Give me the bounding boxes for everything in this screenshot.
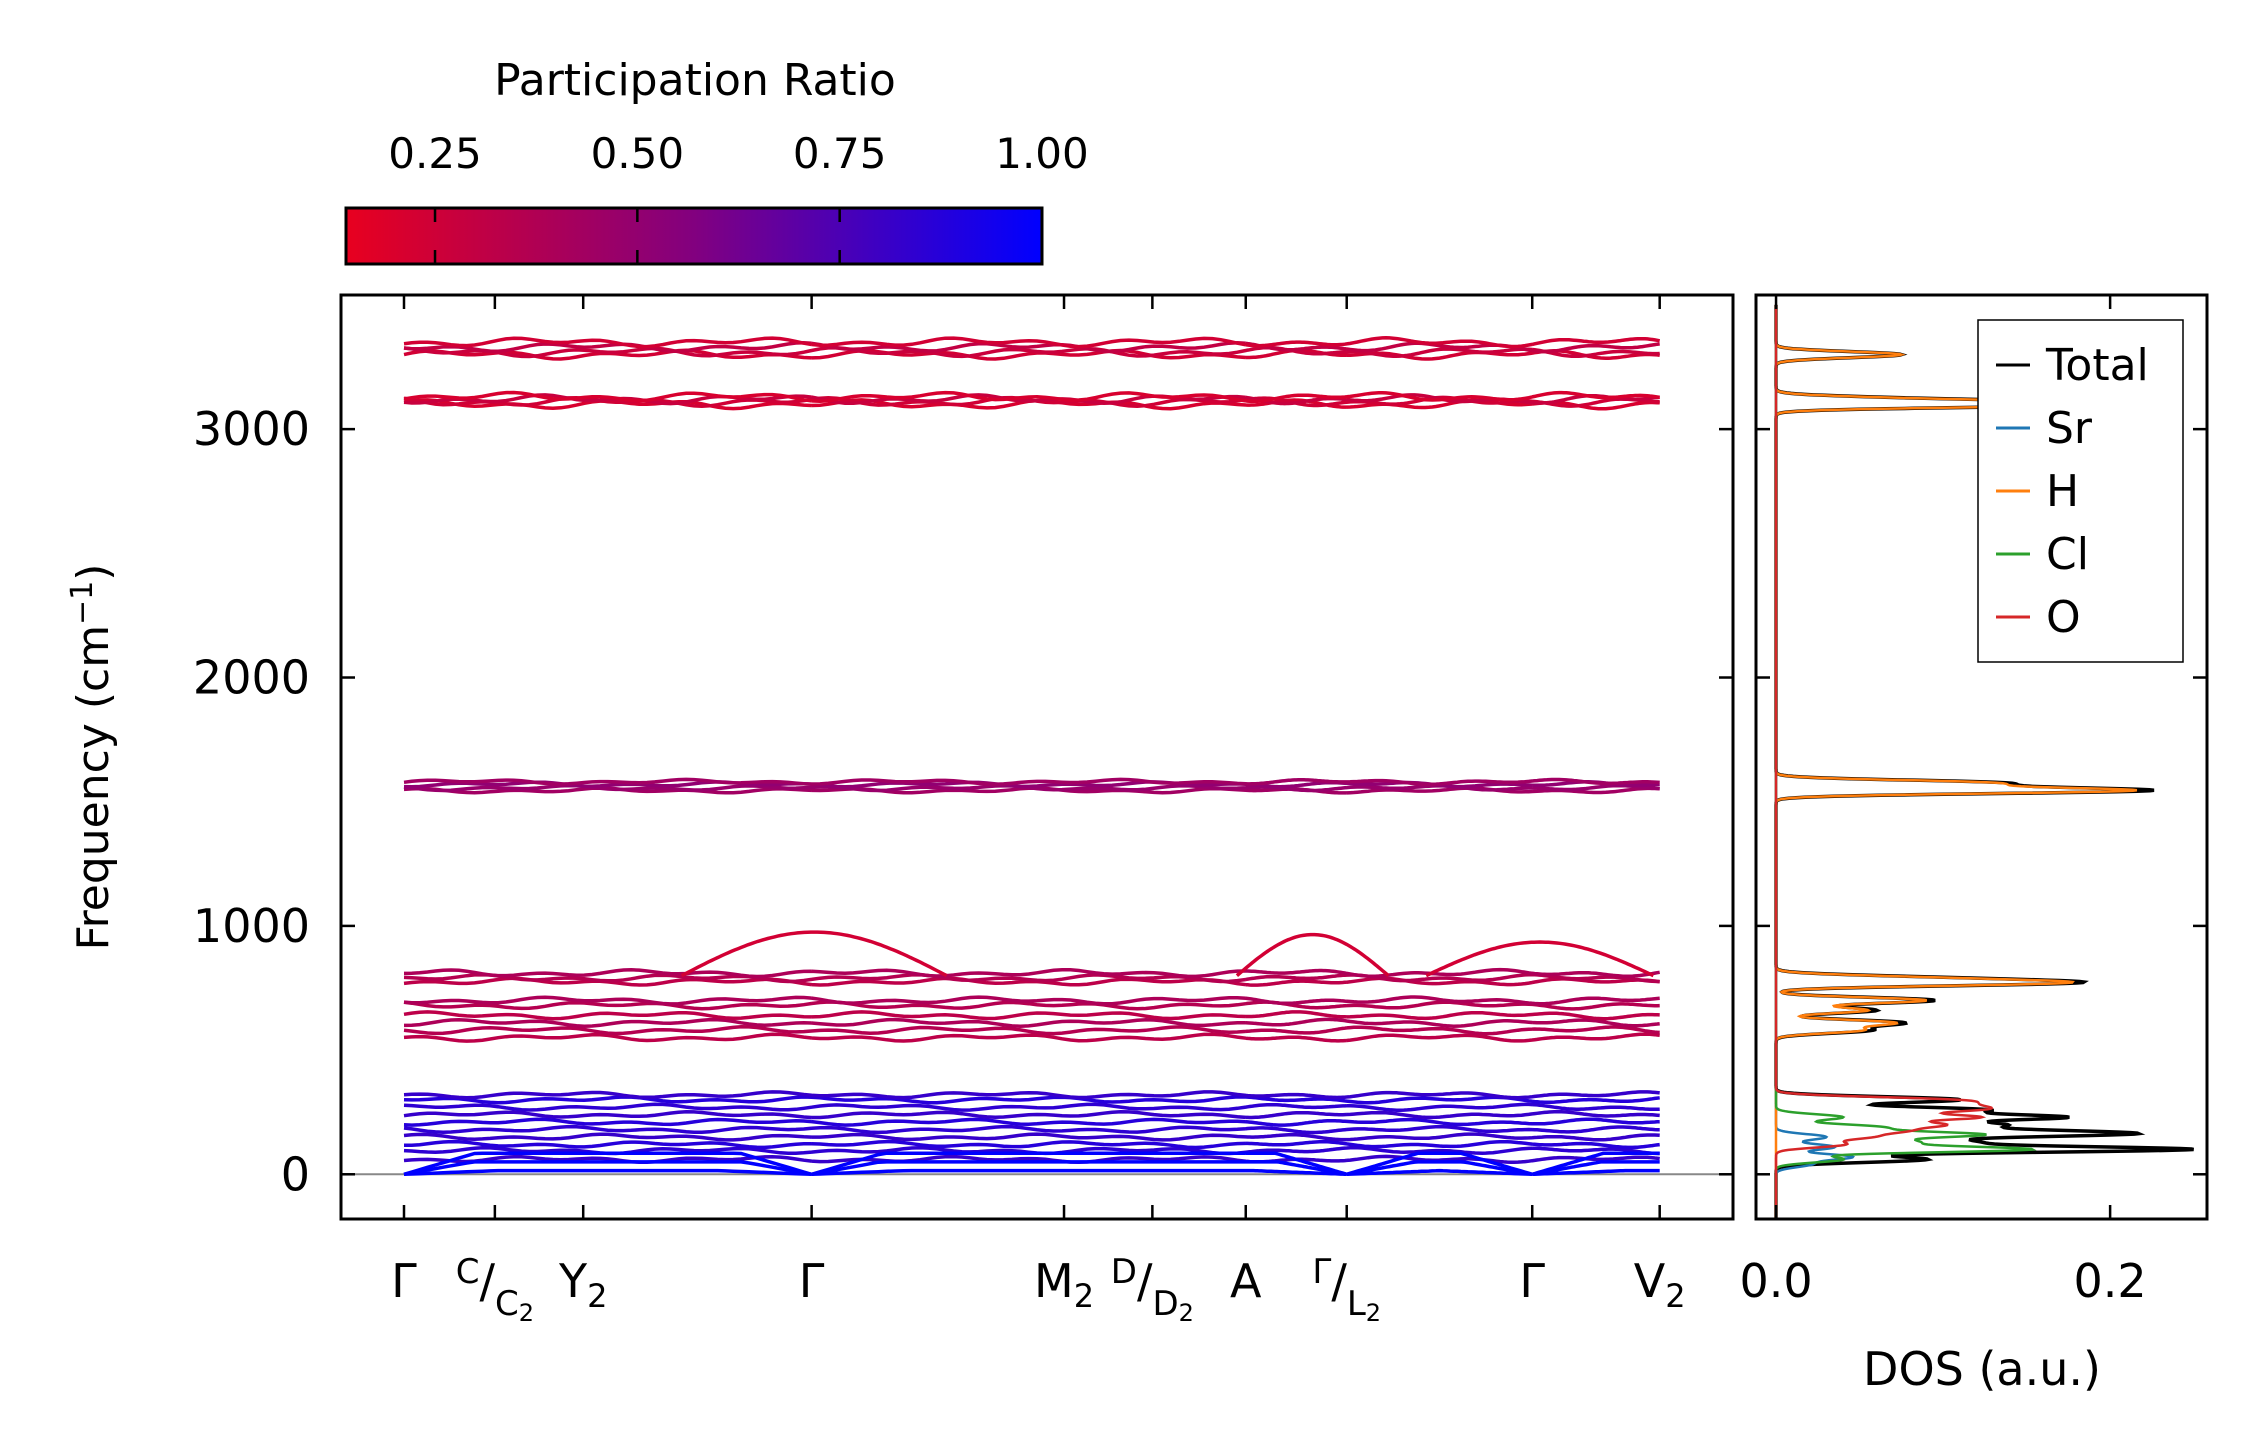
- band-line: [403, 1109, 1660, 1120]
- band-line: [403, 1010, 1660, 1021]
- high-symmetry-label: C/C2: [456, 1252, 534, 1327]
- dos-x-axis-label: DOS (a.u.): [1863, 1342, 2101, 1396]
- y-tick-label: 2000: [193, 651, 310, 705]
- band-line: [403, 1017, 1660, 1028]
- colorbar-label: Participation Ratio: [494, 55, 896, 106]
- dos-legend: Total Sr H Cl O: [1977, 319, 2184, 663]
- dos-curve-o: [1774, 304, 1994, 1219]
- y-axis-label: Frequency (cm−1): [65, 564, 119, 951]
- dos-axes-frame: [1754, 293, 2209, 1221]
- legend-label: O: [2046, 592, 2081, 643]
- dos-x-tick-label: 0.0: [1739, 1254, 1812, 1308]
- band-line: [403, 336, 1661, 349]
- colorbar-tick-label: 0.75: [793, 129, 887, 178]
- high-symmetry-label: Γ: [1519, 1254, 1545, 1308]
- colorbar-tick-label: 1.00: [995, 129, 1089, 178]
- high-symmetry-label: V2: [1634, 1254, 1686, 1315]
- high-symmetry-label: Γ: [799, 1254, 825, 1308]
- band-line: [403, 1102, 1660, 1112]
- high-symmetry-label: D/D2: [1111, 1252, 1194, 1327]
- band-structure-panel: 0 1000 2000 3000 Γ C/C2 Y2 Γ M2 D/D2 A Γ/L2 Γ V2 Freq…: [65, 293, 2207, 1327]
- dos-curves: [1774, 304, 2195, 1219]
- band-axes-frame: [339, 293, 1735, 1221]
- colorbar: Participation Ratio 0.25 0.50 0.75 1.00: [344, 55, 1089, 266]
- high-symmetry-label: Y2: [558, 1254, 607, 1315]
- legend-label: Cl: [2046, 529, 2089, 580]
- band-line: [403, 1124, 1660, 1135]
- band-line: [403, 995, 1660, 1006]
- band-line: [403, 345, 1660, 359]
- band-line: [403, 1032, 1660, 1043]
- y-tick-label: 1000: [193, 899, 310, 953]
- band-line: [403, 967, 1660, 979]
- band-line: [403, 1000, 1660, 1011]
- dos-x-tick-label: 0.2: [2074, 1254, 2147, 1308]
- band-line: [403, 780, 1660, 789]
- legend-label: H: [2046, 466, 2079, 517]
- band-line: [403, 1168, 1660, 1177]
- legend-label: Sr: [2046, 403, 2093, 454]
- dos-panel: 0.0 0.2 DOS (a.u.) Total Sr H Cl O: [1739, 293, 2209, 1396]
- band-line: [403, 1095, 1660, 1105]
- band-line: [403, 1132, 1660, 1142]
- y-tick-label: 0: [281, 1147, 310, 1201]
- band-line: [403, 1151, 1660, 1176]
- dos-curve-sr: [1774, 304, 1855, 1219]
- band-line: [403, 1090, 1660, 1100]
- phonon-bands: [403, 336, 1661, 1177]
- high-symmetry-label: Γ: [391, 1254, 417, 1308]
- band-line: [403, 1139, 1660, 1150]
- high-symmetry-label: A: [1230, 1254, 1262, 1308]
- band-line: [403, 1160, 1660, 1177]
- band-line: [403, 972, 1660, 984]
- band-line: [403, 777, 1660, 787]
- colorbar-tick-label: 0.25: [388, 129, 482, 178]
- colorbar-tick-label: 0.50: [591, 129, 685, 178]
- band-line: [680, 930, 948, 978]
- legend-label: Total: [2045, 340, 2149, 391]
- band-line: [1235, 932, 1390, 977]
- band-line: [403, 1025, 1660, 1036]
- band-line: [403, 393, 1660, 406]
- high-symmetry-label: Γ/L2: [1312, 1252, 1381, 1327]
- band-line: [403, 390, 1660, 404]
- high-symmetry-label: M2: [1034, 1254, 1094, 1315]
- band-line: [403, 1117, 1660, 1127]
- y-tick-label: 3000: [193, 402, 310, 456]
- band-line: [1425, 940, 1655, 978]
- colorbar-gradient: [344, 206, 1044, 266]
- band-line: [403, 340, 1660, 354]
